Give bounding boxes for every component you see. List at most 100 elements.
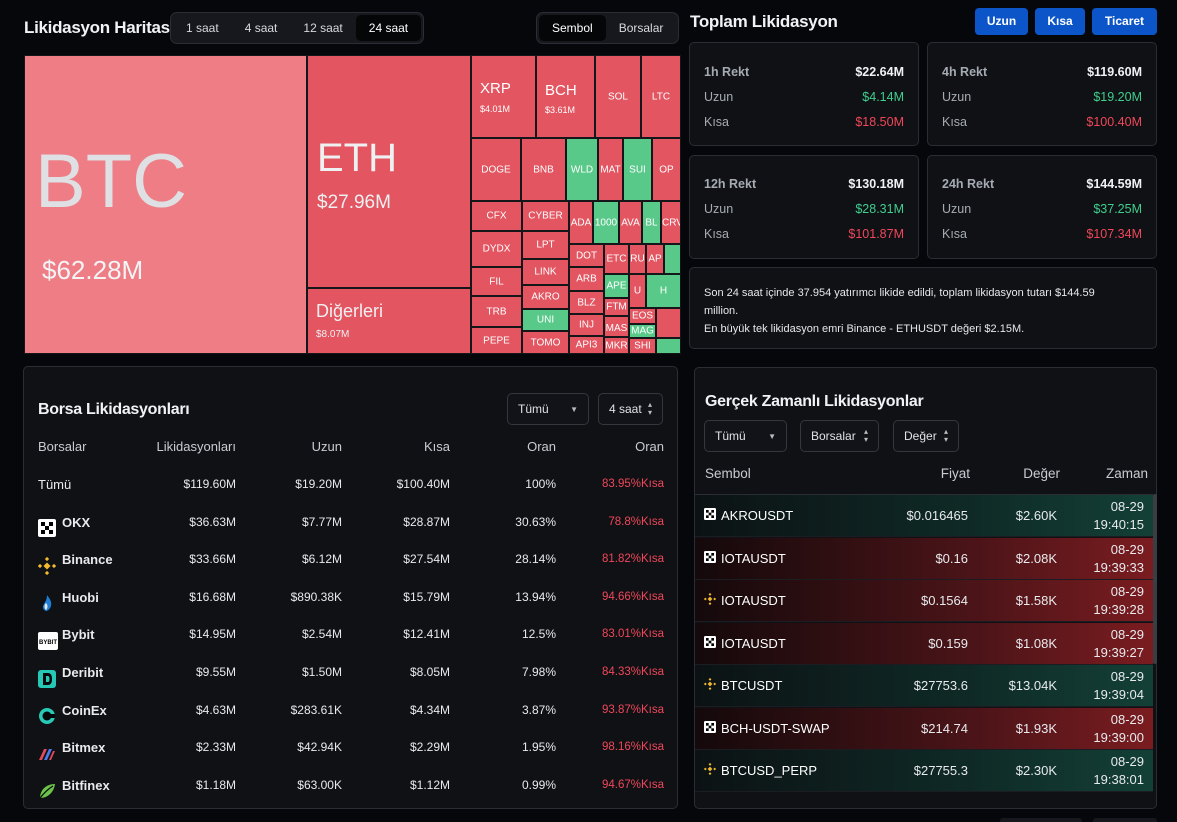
tile-arb[interactable]: ARB (569, 267, 604, 291)
table-row[interactable]: OKX $36.63M $7.77M $28.87M 30.63% 78.8%Kısa (24, 504, 678, 541)
tile-wld[interactable]: WLD (566, 138, 598, 201)
long-button[interactable]: Uzun (975, 8, 1028, 35)
tile-ru[interactable]: RU (629, 244, 646, 274)
tile-uni[interactable]: UNI (522, 309, 569, 331)
tile-symbol: TRB (472, 306, 521, 317)
tile-shi[interactable]: SHI (629, 338, 656, 354)
exchange-filter-select[interactable]: Tümü ▼ (507, 393, 589, 425)
tab-borsalar[interactable]: Borsalar (606, 15, 677, 41)
tile-ada[interactable]: ADA (569, 201, 593, 244)
tile-ap[interactable]: AP (646, 244, 664, 274)
okx-logo-icon (704, 508, 716, 523)
tile-tomo[interactable]: TOMO (522, 331, 569, 354)
list-item[interactable]: BCH-USDT-SWAP $214.74 $1.93K 08-29 19:39:00 (695, 708, 1153, 750)
exchange-period-select[interactable]: 4 saat ▴ ▾ (598, 393, 663, 425)
table-row[interactable]: Tümü $119.60M $19.20M $100.40M 100% 83.95%Kıs… (24, 466, 678, 503)
chevron-down-icon: ▼ (768, 432, 776, 441)
tile-ava[interactable]: AVA (619, 201, 642, 244)
tile-fil[interactable]: FIL (471, 267, 522, 296)
tile-sol[interactable]: SOL (595, 55, 641, 138)
tile-dydx[interactable]: DYDX (471, 231, 522, 267)
tile-inj[interactable]: INJ (569, 314, 604, 336)
tile-green-small[interactable] (664, 244, 681, 274)
list-item[interactable]: IOTAUSDT $0.1564 $1.58K 08-29 19:39:28 (695, 580, 1153, 622)
short-value: $107.34M (1086, 222, 1142, 247)
tile-cfx[interactable]: CFX (471, 201, 522, 231)
tile-trb[interactable]: TRB (471, 296, 522, 327)
tile-blz[interactable]: BLZ (569, 291, 604, 314)
realtime-filter-all[interactable]: Tümü ▼ (704, 420, 787, 452)
tab-sembol[interactable]: Sembol (539, 15, 606, 41)
list-item[interactable]: IOTAUSDT $0.16 $2.08K 08-29 19:39:33 (695, 538, 1153, 580)
tile-pepe[interactable]: PEPE (471, 327, 522, 354)
table-row[interactable]: Deribit $9.55M $1.50M $8.05M 7.98% 84.33%Kısa (24, 654, 678, 691)
cell-price: $0.1564 (875, 593, 968, 608)
table-row[interactable]: Huobi $16.68M $890.38K $15.79M 13.94% 94.66%K… (24, 579, 678, 616)
list-item[interactable]: BTCUSDT $27753.6 $13.04K 08-29 19:39:04 (695, 665, 1153, 707)
tile-1000[interactable]: 1000 (593, 201, 619, 244)
card-label: 12h Rekt (704, 172, 756, 197)
table-row[interactable]: Bitfinex $1.18M $63.00K $1.12M 0.99% 94.67%Kı… (24, 767, 678, 804)
exchange-name: Tümü (38, 466, 71, 503)
tile-mag[interactable]: MAG (629, 324, 656, 338)
scrollbar[interactable] (1153, 494, 1157, 664)
tile-symbol: RU (630, 254, 645, 265)
tile-misc[interactable] (656, 308, 681, 338)
tile-doge[interactable]: DOGE (471, 138, 521, 201)
tile-lpt[interactable]: LPT (522, 231, 569, 259)
tile-ape[interactable]: APE (604, 274, 629, 298)
tile-symbol: INJ (570, 320, 603, 331)
tab-24-saat[interactable]: 24 saat (356, 15, 421, 41)
cell-liq: $33.66M (152, 541, 236, 578)
tile-bnb[interactable]: BNB (521, 138, 566, 201)
tile-ftm[interactable]: FTM (604, 298, 629, 316)
note-line-2: En büyük tek likidasyon emri Binance - E… (704, 320, 1116, 338)
partial-element (1000, 818, 1082, 822)
tile-btc[interactable]: BTC $62.28M (24, 55, 307, 354)
table-row[interactable]: BYBIT Bybit $14.95M $2.54M $12.41M 12.5% 83.01… (24, 616, 678, 653)
tile-etc[interactable]: ETC (604, 244, 629, 274)
realtime-filter-exchange[interactable]: Borsalar ▴ ▾ (800, 420, 879, 452)
exchange-name: Deribit (38, 654, 103, 691)
realtime-filter-value[interactable]: Değer ▴ ▾ (893, 420, 959, 452)
tile-ltc[interactable]: LTC (641, 55, 681, 138)
tile-mkr[interactable]: MKR (604, 337, 629, 354)
tab-4-saat[interactable]: 4 saat (232, 15, 291, 41)
table-row[interactable]: Bitmex $2.33M $42.94K $2.29M 1.95% 98.16%Kısa (24, 729, 678, 766)
tile-op[interactable]: OP (652, 138, 681, 201)
list-item[interactable]: AKROUSDT $0.016465 $2.60K 08-29 19:40:15 (695, 495, 1153, 537)
tile-symbol: ETH (317, 136, 397, 181)
short-button[interactable]: Kısa (1035, 8, 1085, 35)
tile-symbol: BNB (522, 164, 565, 175)
tile-others[interactable]: Diğerleri $8.07M (307, 288, 471, 354)
tile-bl[interactable]: BL (642, 201, 661, 244)
tile-mas[interactable]: MAS (604, 316, 629, 337)
tile-akro[interactable]: AKRO (522, 285, 569, 309)
table-row[interactable]: CoinEx $4.63M $283.61K $4.34M 3.87% 93.87%Kıs… (24, 692, 678, 729)
select-value: Tümü (518, 402, 549, 416)
tile-h[interactable]: H (646, 274, 681, 308)
tile-dot[interactable]: DOT (569, 244, 604, 267)
tile-crv[interactable]: CRV (661, 201, 681, 244)
list-item[interactable]: BTCUSD_PERP $27755.3 $2.30K 08-29 19:38:01 (695, 750, 1153, 792)
tile-symbol: AVA (620, 217, 641, 228)
cell-time: 19:38:01 (1085, 772, 1144, 787)
tile-symbol: BTC (35, 138, 187, 225)
tile-xrp[interactable]: XRP $4.01M (471, 55, 536, 138)
tile-link[interactable]: LINK (522, 259, 569, 285)
tile-u[interactable]: U (629, 274, 646, 308)
tab-12-saat[interactable]: 12 saat (290, 15, 355, 41)
tile-cyber[interactable]: CYBER (522, 201, 569, 231)
tile-api3[interactable]: API3 (569, 336, 604, 354)
tile-green-tiny[interactable] (656, 338, 681, 354)
tile-mat[interactable]: MAT (598, 138, 623, 201)
trade-button[interactable]: Ticaret (1092, 8, 1157, 35)
cell-liq: $16.68M (152, 579, 236, 616)
tab-1-saat[interactable]: 1 saat (173, 15, 232, 41)
list-item[interactable]: IOTAUSDT $0.159 $1.08K 08-29 19:39:27 (695, 623, 1153, 665)
tile-sui[interactable]: SUI (623, 138, 652, 201)
table-row[interactable]: Binance $33.66M $6.12M $27.54M 28.14% 81.82%K… (24, 541, 678, 578)
tile-eth[interactable]: ETH $27.96M (307, 55, 471, 288)
tile-eos[interactable]: EOS (629, 308, 656, 324)
tile-bch[interactable]: BCH $3.61M (536, 55, 595, 138)
